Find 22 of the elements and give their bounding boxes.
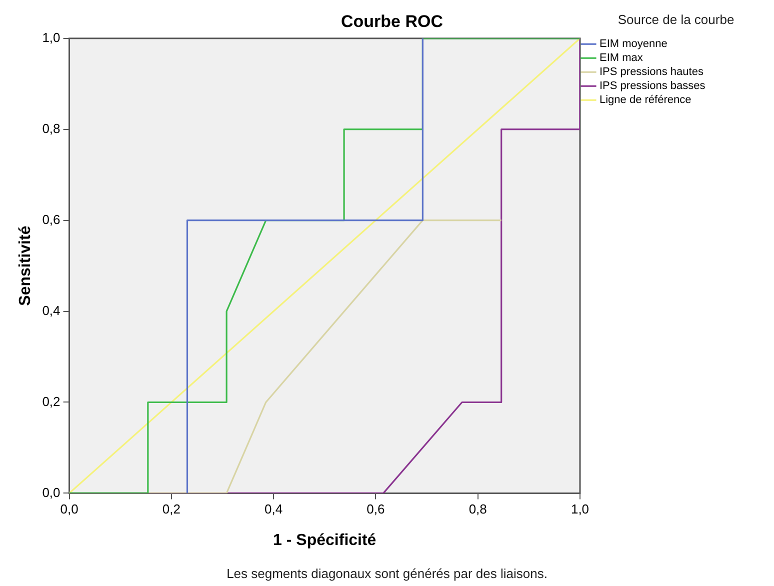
x-tick-label: 0,4 xyxy=(264,502,283,517)
x-tick-label: 1,0 xyxy=(570,502,590,517)
y-tick-label: 1,0 xyxy=(42,30,60,45)
legend-label: IPS pressions hautes xyxy=(600,66,704,78)
legend-label: Ligne de référence xyxy=(600,94,692,106)
x-tick-label: 0,8 xyxy=(468,502,487,517)
y-tick-label: 0,8 xyxy=(42,120,60,136)
y-axis-title: Sensitivité xyxy=(17,226,34,306)
x-tick-label: 0,0 xyxy=(60,502,78,517)
legend-label: EIM max xyxy=(600,52,644,64)
y-tick-label: 0,4 xyxy=(42,302,60,318)
chart-title: Courbe ROC xyxy=(341,12,443,31)
y-tick-label: 0,0 xyxy=(42,484,60,500)
legend-label: EIM moyenne xyxy=(600,38,668,50)
x-tick-label: 0,2 xyxy=(162,502,180,517)
x-tick-label: 0,6 xyxy=(366,502,385,517)
legend-label: IPS pressions basses xyxy=(600,80,706,92)
x-axis-title: 1 - Spécificité xyxy=(273,532,376,549)
y-tick-label: 0,2 xyxy=(42,394,60,409)
text: Les segments diagonaux sont générés par des liaisons. xyxy=(226,566,548,581)
y-tick-label: 0,6 xyxy=(42,212,60,227)
legend-title: Source de la courbe xyxy=(618,12,734,28)
